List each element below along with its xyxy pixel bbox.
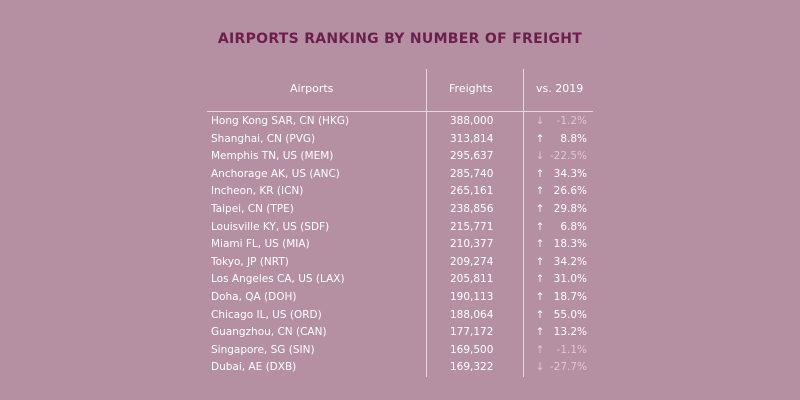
change-value: 26.6% (553, 185, 587, 198)
airport-name: Chicago IL, US (ORD) (211, 308, 322, 321)
table-row: Miami FL, US (MIA) 210,377 ↑ 18.3% (207, 236, 593, 254)
freight-value: 169,500 (450, 343, 494, 356)
freight-value: 313,814 (450, 132, 494, 145)
trend-arrow-icon: ↑ (535, 326, 545, 339)
column-divider-freights (426, 69, 427, 377)
change-value: 34.2% (553, 255, 587, 268)
change-value: -22.5% (549, 150, 587, 163)
table-row: Guangzhou, CN (CAN) 177,172 ↑ 13.2% (207, 324, 593, 342)
trend-arrow-icon: ↑ (535, 343, 545, 356)
freight-value: 285,740 (450, 167, 494, 180)
freight-value: 265,161 (450, 185, 494, 198)
chart-title: AIRPORTS RANKING BY NUMBER OF FREIGHT (217, 31, 583, 47)
table-row: Tokyo, JP (NRT) 209,274 ↑ 34.2% (207, 254, 593, 272)
change-value: 6.8% (560, 220, 587, 233)
trend-arrow-icon: ↑ (535, 308, 545, 321)
header-divider (207, 111, 593, 112)
trend-arrow-icon: ↑ (535, 132, 545, 145)
table-row: Doha, QA (DOH) 190,113 ↑ 18.7% (207, 289, 593, 307)
airport-name: Taipei, CN (TPE) (211, 203, 294, 215)
trend-arrow-icon: ↑ (535, 203, 545, 215)
freight-value: 295,637 (450, 150, 494, 163)
change-value: 18.7% (553, 291, 587, 303)
airport-name: Doha, QA (DOH) (211, 291, 297, 303)
airport-name: Memphis TN, US (MEM) (211, 150, 334, 163)
change-value: 29.8% (553, 203, 587, 215)
column-header-change: vs. 2019 (536, 82, 584, 95)
freight-value: 177,172 (450, 326, 494, 339)
change-value: 34.3% (553, 167, 587, 180)
freight-value: 215,771 (450, 220, 494, 233)
trend-arrow-icon: ↑ (535, 273, 545, 286)
airport-name: Singapore, SG (SIN) (211, 343, 315, 356)
airport-name: Louisville KY, US (SDF) (211, 220, 330, 233)
freight-value: 210,377 (450, 238, 494, 251)
change-value: 13.2% (553, 326, 587, 339)
change-value: 31.0% (553, 273, 587, 286)
column-header-freights: Freights (449, 82, 493, 95)
trend-arrow-icon: ↑ (535, 167, 545, 180)
freight-value: 169,322 (450, 361, 494, 374)
trend-arrow-icon: ↓ (535, 150, 545, 163)
change-value: -1.1% (556, 343, 587, 356)
table-row: Chicago IL, US (ORD) 188,064 ↑ 55.0% (207, 307, 593, 325)
table-row: Shanghai, CN (PVG) 313,814 ↑ 8.8% (207, 131, 593, 149)
table-row: Incheon, KR (ICN) 265,161 ↑ 26.6% (207, 183, 593, 201)
table-row: Dubai, AE (DXB) 169,322 ↓ -27.7% (207, 359, 593, 377)
trend-arrow-icon: ↑ (535, 238, 545, 251)
change-value: 8.8% (560, 132, 587, 145)
table-row: Hong Kong SAR, CN (HKG) 388,000 ↓ -1.2% (207, 113, 593, 131)
freight-value: 190,113 (450, 291, 494, 303)
freight-table: Airports Freights vs. 2019 Hong Kong SAR… (207, 69, 593, 377)
freight-value: 209,274 (450, 255, 494, 268)
trend-arrow-icon: ↓ (535, 115, 545, 127)
airport-name: Hong Kong SAR, CN (HKG) (211, 115, 350, 127)
table-row: Memphis TN, US (MEM) 295,637 ↓ -22.5% (207, 148, 593, 166)
freight-value: 205,811 (450, 273, 494, 286)
change-value: 55.0% (553, 308, 587, 321)
airport-name: Tokyo, JP (NRT) (211, 255, 289, 268)
airport-name: Dubai, AE (DXB) (211, 361, 297, 374)
freight-value: 388,000 (450, 115, 494, 127)
airport-name: Miami FL, US (MIA) (211, 238, 310, 251)
table-row: Los Angeles CA, US (LAX) 205,811 ↑ 31.0% (207, 271, 593, 289)
change-value: -1.2% (556, 115, 587, 127)
trend-arrow-icon: ↑ (535, 255, 545, 268)
trend-arrow-icon: ↑ (535, 220, 545, 233)
airport-name: Guangzhou, CN (CAN) (211, 326, 327, 339)
trend-arrow-icon: ↑ (535, 185, 545, 198)
airport-name: Los Angeles CA, US (LAX) (211, 273, 345, 286)
freight-value: 238,856 (450, 203, 494, 215)
change-value: -27.7% (549, 361, 587, 374)
trend-arrow-icon: ↑ (535, 291, 545, 303)
change-value: 18.3% (553, 238, 587, 251)
airport-name: Incheon, KR (ICN) (211, 185, 304, 198)
table-row: Singapore, SG (SIN) 169,500 ↑ -1.1% (207, 342, 593, 360)
column-divider-change (523, 69, 524, 377)
table-row: Louisville KY, US (SDF) 215,771 ↑ 6.8% (207, 219, 593, 237)
table-row: Taipei, CN (TPE) 238,856 ↑ 29.8% (207, 201, 593, 219)
airport-name: Shanghai, CN (PVG) (211, 132, 316, 145)
airport-name: Anchorage AK, US (ANC) (211, 167, 340, 180)
table-row: Anchorage AK, US (ANC) 285,740 ↑ 34.3% (207, 166, 593, 184)
trend-arrow-icon: ↓ (535, 361, 545, 374)
freight-value: 188,064 (450, 308, 494, 321)
column-header-airports: Airports (290, 82, 334, 95)
